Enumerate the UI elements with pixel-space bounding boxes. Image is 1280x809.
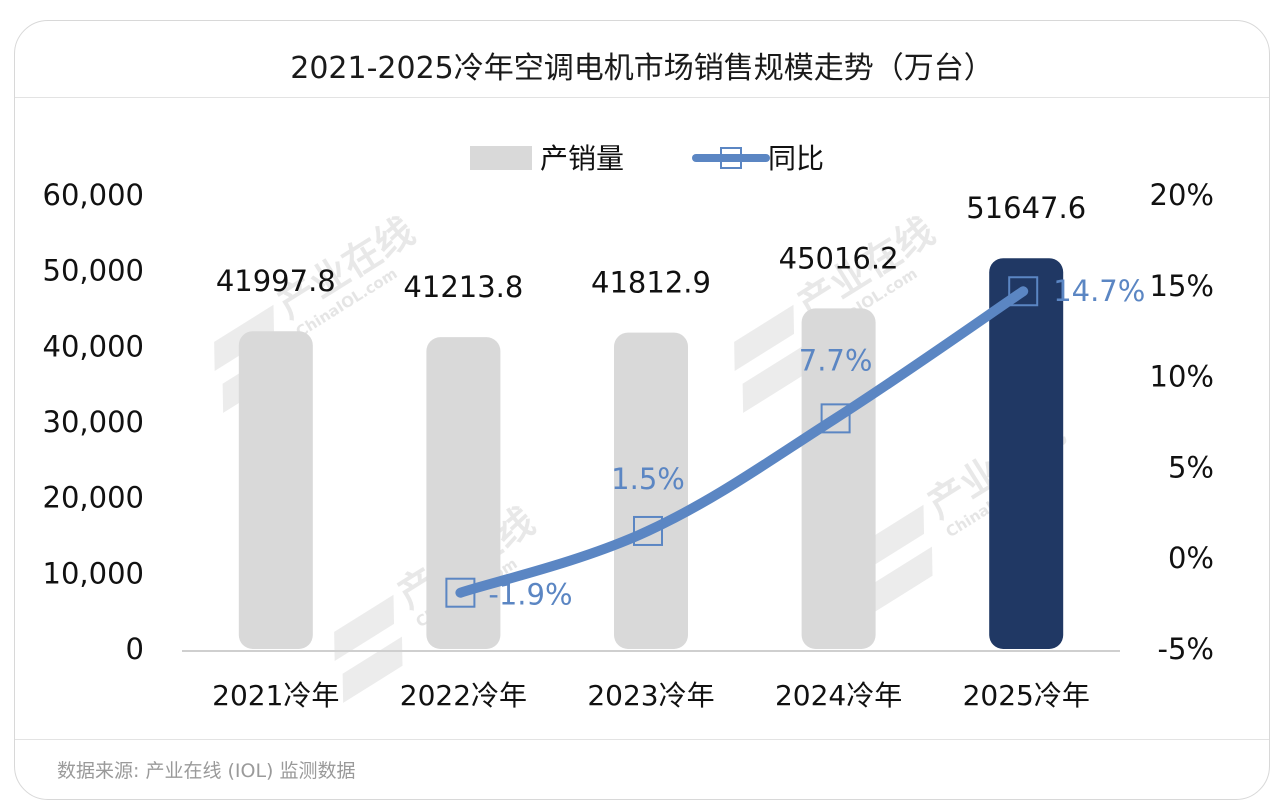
legend: 产销量 同比 [470, 142, 824, 175]
yoy-marker-2 [445, 577, 476, 608]
line-layer [445, 276, 1039, 608]
x-tick-label: 2024冷年 [775, 679, 902, 712]
yoy-value-label-2: -1.9% [488, 578, 572, 612]
x-tick-label: 2022冷年 [400, 679, 527, 712]
yoy-line [455, 286, 1029, 598]
legend-label-line: 同比 [768, 142, 824, 175]
y-left-tick-label: 40,000 [43, 329, 144, 363]
bar-2 [426, 337, 501, 649]
legend-swatch-marker [720, 147, 742, 169]
yoy-value-label-3: 1.5% [611, 462, 685, 496]
yoy-value-label-4: 7.7% [799, 343, 873, 377]
yoy-marker-4 [820, 403, 851, 434]
bar-value-label-1: 41997.8 [216, 264, 336, 298]
watermark-logo-icon [734, 304, 803, 413]
y-left-tick-label: 20,000 [43, 481, 144, 515]
y-left-tick-label: 50,000 [43, 254, 144, 288]
labels-layer: 41997.8 41213.8 41812.9 45016.2 51647.6 -1.9%… [216, 191, 1146, 612]
x-tick-label: 2021冷年 [212, 679, 339, 712]
ticks-layer: 0 10,000 20,000 30,000 40,000 50,000 60,000 -5%… [43, 178, 1214, 712]
y-right-tick-label: 15% [1150, 269, 1214, 303]
bars-layer [238, 258, 1064, 649]
x-tick-label: 2023冷年 [587, 679, 714, 712]
yoy-marker-3 [633, 515, 663, 546]
y-left-tick-label: 0 [126, 632, 144, 666]
y-right-tick-label: 20% [1150, 178, 1214, 212]
bar-5 [989, 258, 1064, 649]
y-left-tick-label: 30,000 [43, 405, 144, 439]
title-divider [15, 97, 1269, 98]
y-right-tick-label: -5% [1158, 632, 1214, 666]
y-right-tick-label: 5% [1168, 450, 1214, 484]
bar-4 [801, 308, 876, 649]
y-right-tick-label: 0% [1168, 541, 1214, 575]
yoy-value-label-5: 14.7% [1053, 274, 1145, 308]
legend-label-bar: 产销量 [540, 142, 624, 175]
y-left-tick-label: 60,000 [43, 178, 144, 212]
source-note: 数据来源: 产业在线 (IOL) 监测数据 [57, 760, 356, 782]
bar-value-label-3: 41812.9 [591, 266, 711, 300]
bar-1 [238, 331, 313, 649]
bar-value-label-4: 45016.2 [779, 241, 899, 275]
legend-swatch-bar [470, 146, 532, 170]
x-tick-label: 2025冷年 [963, 679, 1090, 712]
yoy-marker-5 [1008, 276, 1039, 307]
y-left-tick-label: 10,000 [43, 556, 144, 590]
bar-3 [614, 332, 688, 649]
watermark-logo-icon [334, 594, 403, 703]
footer-divider [15, 739, 1269, 740]
y-right-tick-label: 10% [1150, 360, 1214, 394]
chart-title: 2021-2025冷年空调电机市场销售规模走势（万台） [290, 51, 994, 86]
bar-value-label-2: 41213.8 [403, 270, 523, 304]
bar-value-label-5: 51647.6 [966, 191, 1086, 225]
watermark-logo-icon [864, 504, 933, 613]
